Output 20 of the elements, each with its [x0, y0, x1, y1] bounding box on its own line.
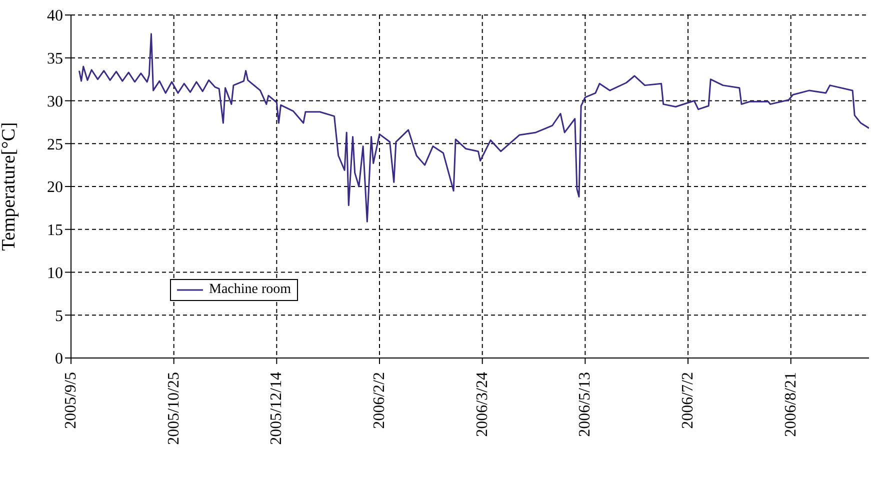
y-tick-label: 35: [47, 50, 63, 68]
y-tick-label: 0: [55, 350, 63, 368]
x-tick-label: 2006/8/21: [782, 372, 800, 437]
x-tick-label: 2006/5/13: [576, 372, 594, 437]
x-tick-label: 2005/12/14: [268, 372, 286, 445]
y-tick-label: 40: [47, 8, 63, 25]
line-series: [78, 33, 869, 222]
x-tick-label: 2005/9/5: [62, 372, 80, 429]
y-axis-title: Temperature[°C]: [0, 122, 20, 251]
x-tick-label: 2005/10/25: [165, 372, 182, 445]
y-tick-label: 10: [47, 264, 63, 282]
y-tick-label: 25: [47, 136, 63, 154]
y-tick-label: 20: [47, 179, 63, 196]
legend-label: Machine room: [209, 282, 292, 298]
x-tick-label: 2006/2/2: [371, 372, 388, 429]
x-tick-label: 2006/7/2: [680, 372, 697, 429]
y-tick-label: 30: [47, 93, 63, 110]
x-tick-label: 2006/3/24: [474, 372, 491, 437]
y-tick-label: 5: [55, 308, 63, 325]
y-tick-label: 15: [47, 222, 63, 240]
